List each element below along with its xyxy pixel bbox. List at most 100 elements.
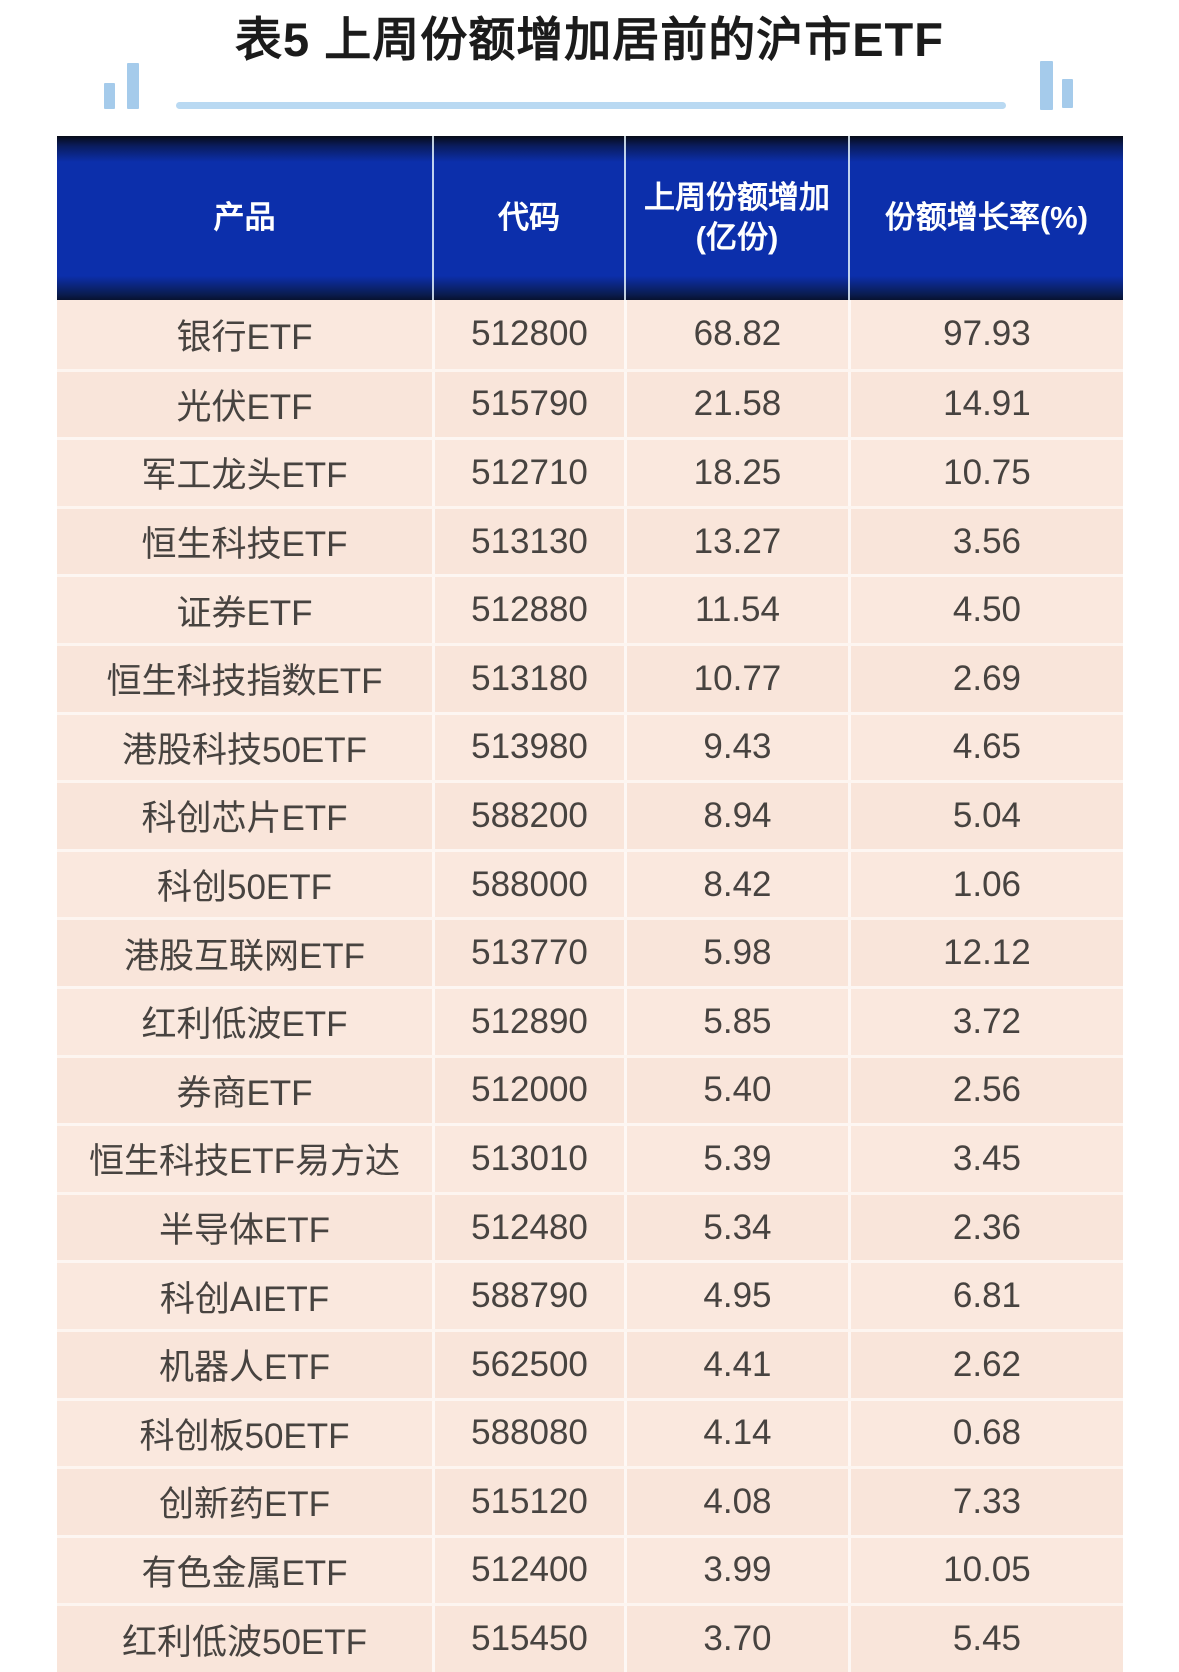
cell-code: 513180 — [432, 645, 624, 712]
cell-rate: 3.72 — [847, 988, 1123, 1055]
cell-increase: 18.25 — [624, 440, 848, 506]
table-row: 券商ETF 512000 5.40 2.56 — [57, 1054, 1123, 1124]
cell-rate: 0.68 — [847, 1400, 1123, 1467]
cell-rate: 2.69 — [847, 645, 1123, 712]
column-header-increase: 上周份额增加 (亿份) — [624, 136, 848, 300]
etf-share-increase-table: 产品 代码 上周份额增加 (亿份) 份额增长率(%) 银行ETF 512800 68… — [57, 136, 1123, 1672]
cell-increase: 5.85 — [624, 988, 848, 1055]
cell-rate: 2.62 — [847, 1331, 1123, 1398]
cell-code: 512000 — [432, 1057, 624, 1124]
table-row: 科创板50ETF 588080 4.14 0.68 — [57, 1397, 1123, 1467]
cell-increase: 4.95 — [624, 1263, 848, 1329]
cell-code: 515120 — [432, 1469, 624, 1535]
column-header-product: 产品 — [57, 136, 432, 300]
cell-code: 512890 — [432, 988, 624, 1055]
cell-code: 512880 — [432, 577, 624, 643]
cell-product: 科创50ETF — [156, 868, 333, 908]
cell-increase: 4.14 — [624, 1400, 848, 1467]
column-header-label: 份额增长率(%) — [884, 200, 1089, 235]
cell-code: 588080 — [432, 1400, 624, 1467]
cell-increase: 3.70 — [624, 1606, 848, 1672]
table-row: 半导体ETF 512480 5.34 2.36 — [57, 1191, 1123, 1261]
table-row: 创新药ETF 515120 4.08 7.33 — [57, 1466, 1123, 1535]
cell-increase: 21.58 — [624, 371, 848, 438]
cell-product: 光伏ETF — [176, 387, 313, 427]
cell-product: 有色金属ETF — [141, 1553, 348, 1593]
cell-increase: 11.54 — [624, 577, 848, 643]
cell-increase: 5.40 — [624, 1057, 848, 1124]
cell-product: 证券ETF — [176, 593, 313, 633]
cell-increase: 9.43 — [624, 714, 848, 781]
cell-product: 科创芯片ETF — [141, 799, 348, 839]
cell-product: 科创AIETF — [159, 1279, 330, 1319]
table-row: 恒生科技ETF 513130 13.27 3.56 — [57, 505, 1123, 575]
cell-rate: 4.50 — [847, 577, 1123, 643]
cell-increase: 5.39 — [624, 1126, 848, 1192]
cell-code: 512800 — [432, 300, 624, 369]
cell-product: 科创板50ETF — [139, 1416, 350, 1456]
column-header-rate: 份额增长率(%) — [847, 136, 1123, 300]
table-row: 红利低波ETF 512890 5.85 3.72 — [57, 985, 1123, 1055]
cell-product: 券商ETF — [176, 1073, 313, 1113]
decor-bar-icon — [127, 63, 139, 109]
cell-increase: 13.27 — [624, 508, 848, 575]
cell-rate: 14.91 — [847, 371, 1123, 438]
table-row: 科创芯片ETF 588200 8.94 5.04 — [57, 780, 1123, 849]
title-underline — [176, 102, 1006, 109]
cell-rate: 4.65 — [847, 714, 1123, 781]
column-header-code: 代码 — [432, 136, 624, 300]
cell-rate: 10.05 — [847, 1537, 1123, 1604]
table-row: 光伏ETF 515790 21.58 14.91 — [57, 368, 1123, 438]
table-row: 恒生科技指数ETF 513180 10.77 2.69 — [57, 642, 1123, 712]
cell-product: 恒生科技ETF易方达 — [88, 1142, 401, 1182]
cell-rate: 12.12 — [847, 920, 1123, 986]
cell-code: 513130 — [432, 508, 624, 575]
cell-rate: 5.04 — [847, 783, 1123, 849]
cell-rate: 1.06 — [847, 851, 1123, 918]
cell-product: 港股科技50ETF — [121, 730, 368, 770]
table-row: 科创50ETF 588000 8.42 1.06 — [57, 848, 1123, 918]
table-body: 银行ETF 512800 68.82 97.93 光伏ETF 515790 21.58 14.… — [57, 300, 1123, 1672]
table-row: 证券ETF 512880 11.54 4.50 — [57, 574, 1123, 643]
cell-rate: 5.45 — [847, 1606, 1123, 1672]
page-title: 表5 上周份额增加居前的沪市ETF — [235, 13, 944, 66]
table-row: 机器人ETF 562500 4.41 2.62 — [57, 1328, 1123, 1398]
cell-rate: 10.75 — [847, 440, 1123, 506]
cell-increase: 10.77 — [624, 645, 848, 712]
cell-code: 512400 — [432, 1537, 624, 1604]
table-row: 有色金属ETF 512400 3.99 10.05 — [57, 1534, 1123, 1604]
cell-code: 588200 — [432, 783, 624, 849]
cell-increase: 4.41 — [624, 1331, 848, 1398]
cell-code: 588000 — [432, 851, 624, 918]
cell-rate: 97.93 — [847, 300, 1123, 369]
cell-code: 562500 — [432, 1331, 624, 1398]
cell-product: 恒生科技ETF — [141, 525, 348, 565]
table-row: 军工龙头ETF 512710 18.25 10.75 — [57, 437, 1123, 506]
cell-increase: 4.08 — [624, 1469, 848, 1535]
cell-code: 515450 — [432, 1606, 624, 1672]
cell-rate: 2.56 — [847, 1057, 1123, 1124]
cell-code: 513770 — [432, 920, 624, 986]
table-row: 银行ETF 512800 68.82 97.93 — [57, 300, 1123, 369]
cell-product: 机器人ETF — [158, 1348, 331, 1388]
cell-rate: 2.36 — [847, 1194, 1123, 1261]
cell-rate: 6.81 — [847, 1263, 1123, 1329]
cell-product: 银行ETF — [176, 317, 313, 357]
table-row: 港股互联网ETF 513770 5.98 12.12 — [57, 917, 1123, 986]
table-row: 科创AIETF 588790 4.95 6.81 — [57, 1260, 1123, 1329]
cell-increase: 5.34 — [624, 1194, 848, 1261]
cell-increase: 8.42 — [624, 851, 848, 918]
cell-increase: 3.99 — [624, 1537, 848, 1604]
cell-code: 512710 — [432, 440, 624, 506]
cell-code: 515790 — [432, 371, 624, 438]
cell-code: 513980 — [432, 714, 624, 781]
column-header-label-line2: (亿份) — [695, 220, 779, 255]
cell-increase: 68.82 — [624, 300, 848, 369]
decor-bar-icon — [1062, 79, 1073, 108]
column-header-label-line1: 上周份额增加 — [643, 180, 830, 215]
cell-rate: 3.45 — [847, 1126, 1123, 1192]
table-header-row: 产品 代码 上周份额增加 (亿份) 份额增长率(%) — [57, 136, 1123, 300]
decor-bar-icon — [1040, 61, 1053, 110]
cell-increase: 8.94 — [624, 783, 848, 849]
